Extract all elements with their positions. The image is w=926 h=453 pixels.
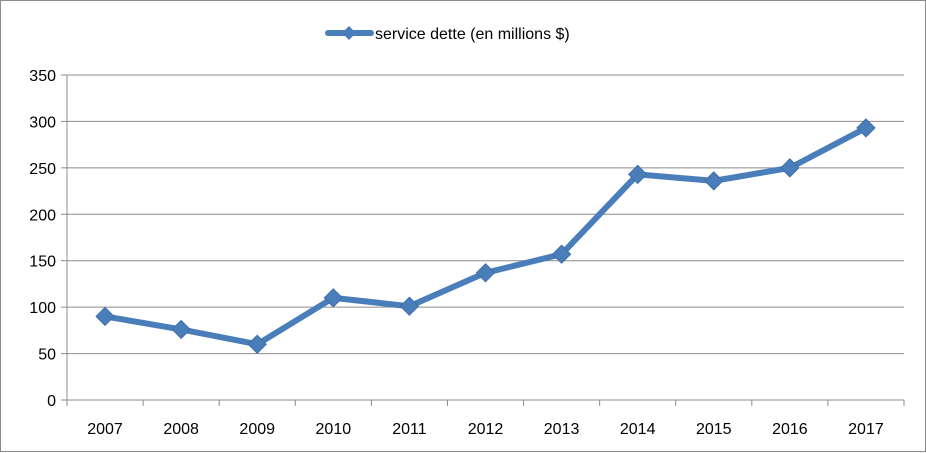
data-point-marker bbox=[247, 334, 267, 354]
x-tick-label: 2012 bbox=[468, 421, 504, 438]
y-tick-label: 100 bbox=[29, 300, 56, 317]
y-tick-label: 250 bbox=[29, 161, 56, 178]
x-tick-label: 2014 bbox=[620, 421, 656, 438]
y-tick-label: 150 bbox=[29, 254, 56, 271]
gridlines bbox=[67, 74, 904, 355]
x-tick-label: 2008 bbox=[163, 421, 199, 438]
legend-diamond-marker bbox=[342, 26, 356, 40]
data-point-marker bbox=[627, 164, 648, 185]
x-tick-label: 2009 bbox=[239, 421, 275, 438]
series-line bbox=[102, 124, 869, 348]
y-tick-label: 300 bbox=[29, 114, 56, 131]
data-point-marker bbox=[323, 288, 344, 308]
x-tick-label: 2017 bbox=[848, 421, 884, 438]
data-point-marker bbox=[95, 306, 115, 327]
y-axis: 0 50 100 150 200 250 300 350 bbox=[29, 68, 68, 410]
x-tick-label: 2016 bbox=[772, 421, 808, 438]
legend-label: service dette (en millions $) bbox=[375, 26, 570, 43]
y-tick-label: 350 bbox=[29, 68, 56, 85]
y-tick-label: 0 bbox=[47, 393, 56, 410]
data-point-marker bbox=[171, 319, 191, 340]
legend: service dette (en millions $) bbox=[325, 26, 570, 43]
y-tick-label: 50 bbox=[38, 347, 56, 364]
x-tick-label: 2011 bbox=[392, 421, 427, 438]
x-tick-label: 2015 bbox=[696, 421, 732, 438]
data-series bbox=[95, 118, 876, 354]
x-tick-label: 2013 bbox=[544, 421, 580, 438]
data-point-marker bbox=[551, 244, 572, 264]
y-tick-label: 200 bbox=[29, 207, 56, 224]
data-point-marker bbox=[856, 118, 876, 138]
x-tick-label: 2010 bbox=[316, 421, 352, 438]
data-point-marker bbox=[475, 263, 496, 283]
x-axis: 2007 2008 2009 2010 2011 2012 2013 2014 2015 2016… bbox=[66, 399, 905, 438]
x-tick-label: 2007 bbox=[87, 421, 123, 438]
data-point-marker bbox=[704, 171, 724, 191]
data-point-marker bbox=[399, 296, 420, 316]
data-point-marker bbox=[780, 158, 800, 178]
